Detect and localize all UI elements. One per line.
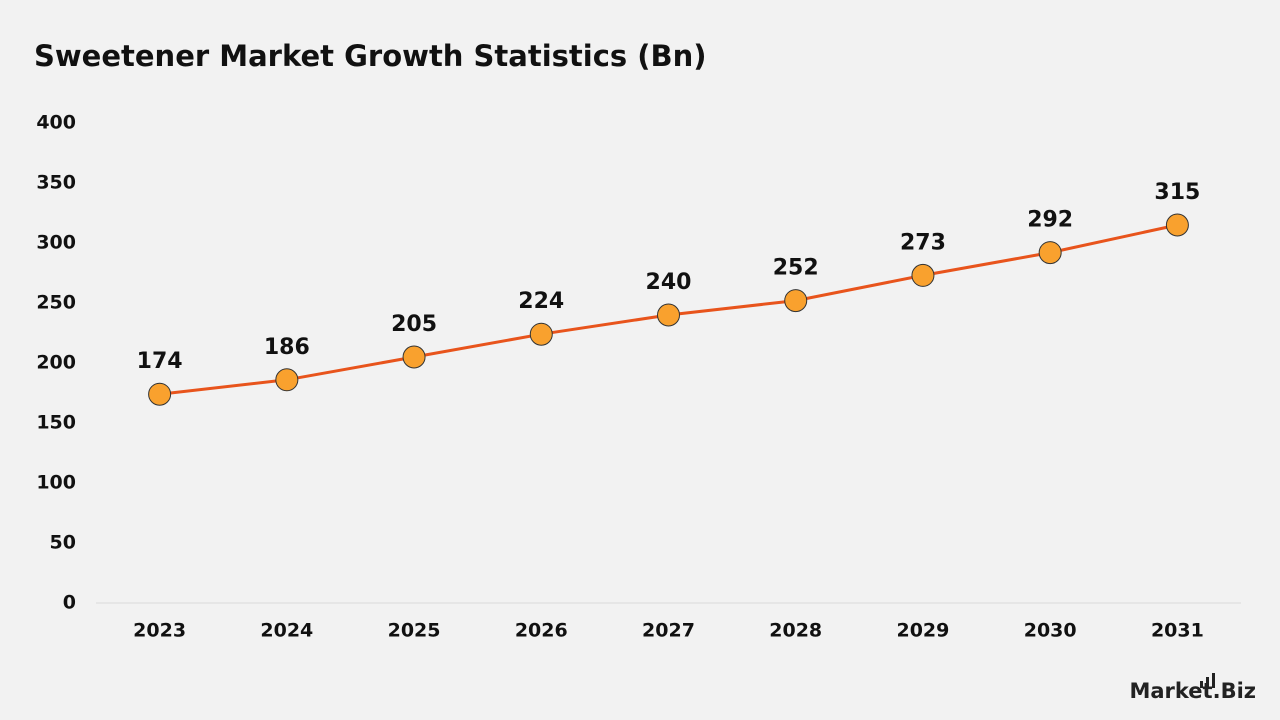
point-marker — [784, 289, 808, 313]
x-tick-label: 2023 — [133, 620, 186, 642]
watermark: Market.Biz — [1129, 679, 1256, 703]
data-label: 240 — [646, 270, 692, 295]
point-marker — [1038, 241, 1062, 265]
y-tick-label: 100 — [36, 472, 76, 494]
point-marker — [148, 382, 172, 406]
point-marker — [529, 322, 553, 346]
logo-icon — [1200, 673, 1215, 688]
y-tick-label: 0 — [63, 592, 76, 614]
x-tick-label: 2029 — [896, 620, 949, 642]
data-label: 205 — [391, 312, 437, 337]
point-marker — [911, 263, 935, 287]
data-label: 292 — [1027, 208, 1073, 233]
data-label: 186 — [264, 335, 310, 360]
data-label: 252 — [773, 256, 819, 281]
y-tick-label: 250 — [36, 292, 76, 314]
y-tick-label: 150 — [36, 412, 76, 434]
x-tick-label: 2027 — [642, 620, 695, 642]
x-tick-label: 2026 — [515, 620, 568, 642]
point-marker — [275, 368, 299, 392]
x-tick-label: 2028 — [769, 620, 822, 642]
x-tick-label: 2031 — [1151, 620, 1204, 642]
y-tick-label: 350 — [36, 172, 76, 194]
point-marker — [1165, 213, 1189, 237]
x-tick-label: 2030 — [1024, 620, 1077, 642]
data-label: 273 — [900, 230, 946, 255]
y-tick-label: 200 — [36, 352, 76, 374]
x-tick-label: 2025 — [388, 620, 441, 642]
y-tick-label: 50 — [50, 532, 76, 554]
y-tick-label: 300 — [36, 232, 76, 254]
data-label: 315 — [1154, 180, 1200, 205]
point-marker — [657, 303, 680, 327]
data-label: 174 — [137, 349, 183, 374]
data-label: 224 — [518, 289, 564, 314]
x-tick-label: 2024 — [260, 620, 313, 642]
point-marker — [402, 345, 426, 369]
y-tick-label: 400 — [36, 112, 76, 134]
chart-title: Sweetener Market Growth Statistics (Bn) — [34, 39, 707, 73]
